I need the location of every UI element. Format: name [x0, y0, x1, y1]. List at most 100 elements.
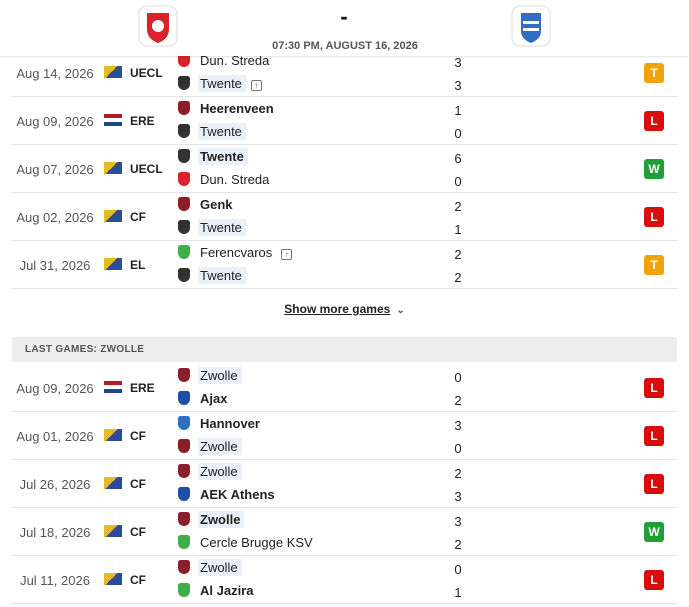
- score: 1: [454, 222, 462, 237]
- team-name: Genk: [200, 197, 233, 212]
- game-row[interactable]: Aug 01, 2026 CF Hannover 3 Zwolle 0 L: [12, 412, 677, 460]
- game-row[interactable]: Aug 02, 2026 CF Genk 2 Twente 1 L: [12, 193, 677, 241]
- game-row[interactable]: Aug 14, 2026 UECL Dun. Streda 3 Twente ↑ 3 T: [12, 49, 677, 97]
- match-header: - 07:30 PM, AUGUST 16, 2026: [0, 0, 689, 56]
- competition-code: ERE: [130, 381, 155, 395]
- competition-flag: [104, 429, 122, 441]
- game-date: Aug 07, 2026: [16, 162, 94, 177]
- team: Dun. Streda: [178, 172, 273, 190]
- competition-code: ERE: [130, 114, 155, 128]
- score: 3: [454, 418, 462, 433]
- score: 0: [454, 441, 462, 456]
- game-row[interactable]: Aug 07, 2026 UECL Twente 6 Dun. Streda 0 W: [12, 145, 677, 193]
- result-badge: L: [644, 426, 664, 446]
- game-date: Aug 01, 2026: [16, 429, 94, 444]
- competition-code: CF: [130, 573, 146, 587]
- team-name: Cercle Brugge KSV: [200, 535, 313, 550]
- competition-code: EL: [130, 258, 146, 272]
- score: 0: [454, 562, 462, 577]
- game-row[interactable]: Jul 31, 2026 EL Ferencvaros ↑ 2 Twente 2 T: [12, 241, 677, 289]
- team-name: Dun. Streda: [200, 172, 270, 187]
- team-name: Ajax: [200, 391, 228, 406]
- game-date: Jul 18, 2026: [19, 525, 91, 540]
- team: Heerenveen: [178, 101, 278, 119]
- score: 3: [454, 78, 462, 93]
- game-date: Aug 09, 2026: [16, 114, 94, 129]
- result-badge: T: [644, 255, 664, 275]
- competition-code: CF: [130, 525, 146, 539]
- team-logo: [178, 53, 190, 67]
- team-name: Hannover: [200, 416, 260, 431]
- team: Zwolle: [178, 559, 242, 578]
- result-badge: L: [644, 111, 664, 131]
- score: 2: [454, 247, 462, 262]
- score: 2: [454, 393, 462, 408]
- team: Ajax: [178, 391, 231, 409]
- team-name: Zwolle: [198, 511, 245, 528]
- team-name: Twente: [198, 219, 246, 236]
- team: Twente ↑: [178, 75, 262, 94]
- result-badge: L: [644, 570, 664, 590]
- team-name: Al Jazira: [200, 583, 254, 598]
- team-name: Ferencvaros: [200, 245, 273, 260]
- team: Al Jazira: [178, 583, 257, 601]
- team: Cercle Brugge KSV: [178, 535, 317, 553]
- team: Twente: [178, 219, 246, 238]
- chevron: ⌄: [396, 305, 405, 316]
- competition-flag: [104, 114, 122, 126]
- game-date: Aug 09, 2026: [16, 381, 94, 396]
- show-more[interactable]: Show more games ⌄: [0, 302, 689, 316]
- match-datetime: 07:30 PM, AUGUST 16, 2026: [272, 40, 418, 52]
- team-logo: [178, 220, 190, 234]
- game-row[interactable]: Aug 09, 2026 ERE Heerenveen 1 Twente 0 L: [12, 97, 677, 145]
- show-more-text[interactable]: Show more games: [284, 302, 391, 316]
- game-row[interactable]: Jul 11, 2026 CF Zwolle 0 Al Jazira 1 L: [12, 556, 677, 604]
- team: Twente: [178, 123, 246, 142]
- promotion-icon: ↑: [250, 80, 262, 91]
- team-logo: [178, 560, 190, 574]
- result-badge: L: [644, 207, 664, 227]
- team: Zwolle: [178, 438, 242, 457]
- team-logo: [178, 464, 190, 478]
- score: 3: [454, 55, 462, 70]
- team: Genk: [178, 197, 237, 215]
- game-row[interactable]: Aug 09, 2026 ERE Zwolle 0 Ajax 2 L: [12, 364, 677, 412]
- team-name: Twente: [198, 123, 246, 140]
- team-logo: [178, 512, 190, 526]
- result-badge: T: [644, 63, 664, 83]
- competition-flag: [104, 381, 122, 393]
- competition-flag: [104, 525, 122, 537]
- team-logo: [178, 172, 190, 186]
- game-row[interactable]: Jul 18, 2026 CF Zwolle 3 Cercle Brugge KSV 2 W: [12, 508, 677, 556]
- result-badge: L: [644, 474, 664, 494]
- game-date: Jul 11, 2026: [20, 573, 90, 588]
- game-date: Jul 26, 2026: [19, 477, 91, 492]
- score: 0: [454, 126, 462, 141]
- game-date: Aug 14, 2026: [16, 66, 94, 81]
- team-logo: [178, 124, 190, 138]
- home-logo: [138, 5, 178, 47]
- team: Zwolle: [178, 367, 242, 386]
- section-header: LAST GAMES: ZWOLLE: [12, 337, 677, 362]
- game-row[interactable]: Jul 26, 2026 CF Zwolle 2 AEK Athens 3 L: [12, 460, 677, 508]
- team-logo: [178, 101, 190, 115]
- team-name: Dun. Streda: [200, 53, 270, 68]
- team-logo: [178, 391, 190, 405]
- result-badge: W: [644, 522, 664, 542]
- game-date: Jul 31, 2026: [19, 258, 91, 273]
- competition-flag: [104, 477, 122, 489]
- team-logo: [178, 583, 190, 597]
- team-logo: [178, 197, 190, 211]
- score: 2: [454, 199, 462, 214]
- team-logo: [178, 245, 190, 259]
- competition-code: CF: [130, 429, 146, 443]
- team-name: Zwolle: [198, 559, 242, 576]
- team: Zwolle: [178, 511, 245, 530]
- competition-code: UECL: [130, 162, 163, 176]
- score: 2: [454, 270, 462, 285]
- team-logo: [178, 76, 190, 90]
- competition-flag: [104, 210, 122, 222]
- competition-code: CF: [130, 477, 146, 491]
- score-dash: -: [340, 4, 348, 29]
